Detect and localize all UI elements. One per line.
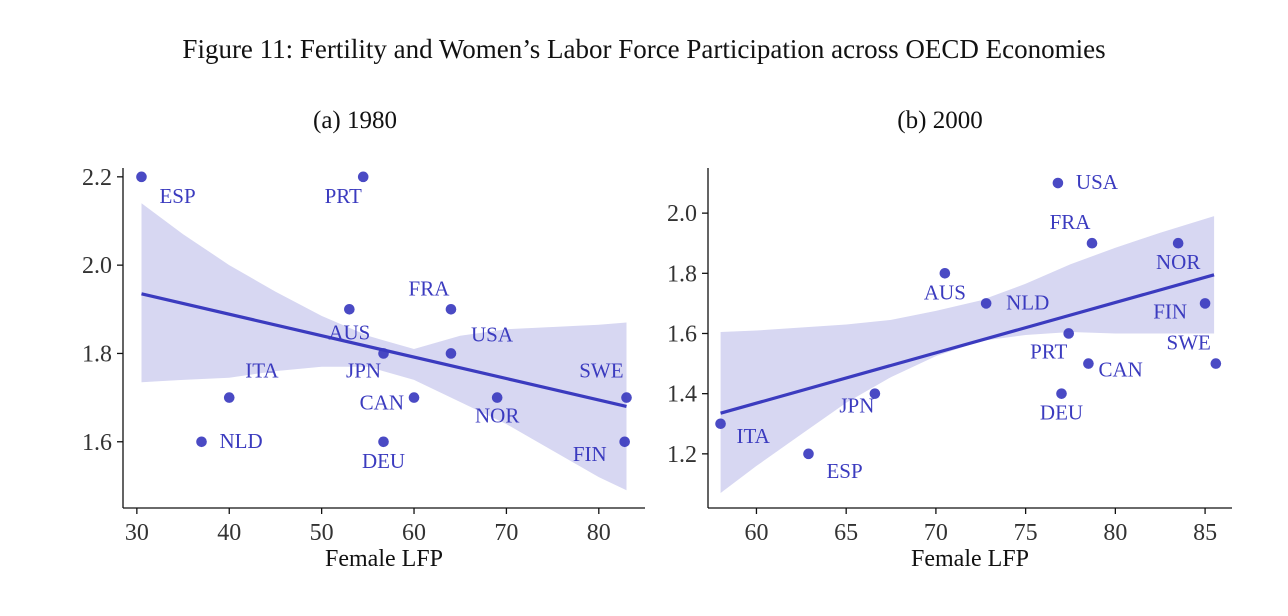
data-point-fra — [1086, 237, 1098, 249]
confidence-band — [720, 216, 1215, 493]
data-point-esp — [136, 171, 147, 183]
point-label-nld: NLD — [1006, 290, 1049, 314]
point-label-esp: ESP — [826, 459, 862, 483]
confidence-band — [141, 203, 627, 491]
data-point-swe — [1210, 358, 1222, 369]
x-axis-label: Female LFP — [325, 546, 443, 572]
point-label-ita: ITA — [737, 424, 771, 448]
x-tick-label: 70 — [494, 520, 518, 546]
x-tick-label: 50 — [310, 520, 334, 546]
x-tick-label: 30 — [125, 520, 149, 546]
data-point-ita — [223, 392, 235, 403]
panel-title: (b) 2000 — [897, 107, 982, 134]
data-point-aus — [939, 268, 951, 279]
point-label-aus: AUS — [328, 320, 370, 344]
data-point-usa — [445, 348, 457, 359]
point-label-prt: PRT — [1030, 339, 1067, 363]
data-point-deu — [1056, 388, 1067, 399]
point-label-deu: DEU — [362, 449, 405, 473]
point-label-jpn: JPN — [839, 394, 874, 418]
data-point-usa — [1052, 177, 1064, 189]
data-point-prt — [357, 171, 369, 183]
data-point-deu — [378, 436, 389, 448]
y-tick-label: 1.8 — [82, 341, 112, 367]
x-tick-label: 40 — [217, 520, 241, 546]
point-label-fin: FIN — [1153, 299, 1187, 323]
y-tick-label: 1.6 — [82, 430, 112, 456]
point-label-esp: ESP — [159, 184, 195, 208]
x-tick-label: 65 — [834, 520, 858, 546]
data-point-esp — [803, 448, 814, 460]
data-point-ita — [715, 418, 726, 430]
point-label-usa: USA — [1076, 170, 1119, 194]
point-label-nor: NOR — [475, 404, 519, 428]
data-point-nld — [196, 436, 207, 448]
x-tick-label: 75 — [1014, 520, 1038, 546]
y-tick-label: 1.8 — [667, 261, 697, 287]
point-label-prt: PRT — [325, 184, 362, 208]
data-point-aus — [344, 303, 355, 315]
x-tick-label: 80 — [1103, 520, 1127, 546]
point-label-fin: FIN — [573, 442, 607, 466]
point-label-swe: SWE — [579, 359, 623, 383]
panel-title: (a) 1980 — [313, 107, 397, 134]
point-label-ita: ITA — [245, 359, 279, 383]
data-point-can — [408, 392, 420, 403]
point-label-nor: NOR — [1156, 250, 1200, 274]
y-tick-label: 1.4 — [667, 382, 697, 408]
point-label-deu: DEU — [1040, 401, 1083, 425]
point-label-fra: FRA — [409, 276, 451, 300]
x-tick-label: 70 — [924, 520, 948, 546]
x-tick-label: 60 — [744, 520, 768, 546]
point-label-jpn: JPN — [346, 358, 381, 382]
data-point-jpn — [869, 388, 881, 399]
data-point-fin — [1199, 298, 1211, 309]
x-tick-label: 85 — [1193, 520, 1217, 546]
y-tick-label: 2.0 — [667, 201, 697, 227]
point-label-nld: NLD — [220, 429, 263, 453]
data-point-fin — [619, 436, 630, 448]
fit-line — [720, 273, 1215, 415]
data-point-swe — [621, 392, 632, 403]
point-label-can: CAN — [1098, 358, 1142, 382]
figure-title: Figure 11: Fertility and Women’s Labor F… — [182, 34, 1106, 64]
point-label-usa: USA — [471, 322, 514, 346]
point-label-fra: FRA — [1050, 210, 1092, 234]
y-tick-label: 1.6 — [667, 321, 697, 347]
x-tick-label: 60 — [402, 520, 426, 546]
y-tick-label: 2.0 — [82, 253, 112, 279]
x-tick-label: 80 — [587, 520, 611, 546]
data-point-nor — [1172, 237, 1184, 249]
data-point-nor — [491, 392, 503, 403]
point-label-swe: SWE — [1167, 331, 1211, 355]
point-label-aus: AUS — [924, 280, 966, 304]
scatter-chart-1980: (a) 1980 1.6 1.8 2.0 2.2 30 40 50 60 70 80 Female L… — [82, 107, 645, 572]
data-point-prt — [1063, 328, 1074, 339]
data-point-can — [1083, 358, 1094, 369]
y-tick-label: 1.2 — [667, 442, 697, 468]
y-tick-label: 2.2 — [82, 165, 112, 191]
data-point-fra — [445, 303, 457, 315]
x-axis-label: Female LFP — [911, 546, 1029, 572]
point-label-can: CAN — [360, 391, 404, 415]
data-point-jpn — [378, 348, 389, 359]
data-point-nld — [980, 298, 992, 309]
